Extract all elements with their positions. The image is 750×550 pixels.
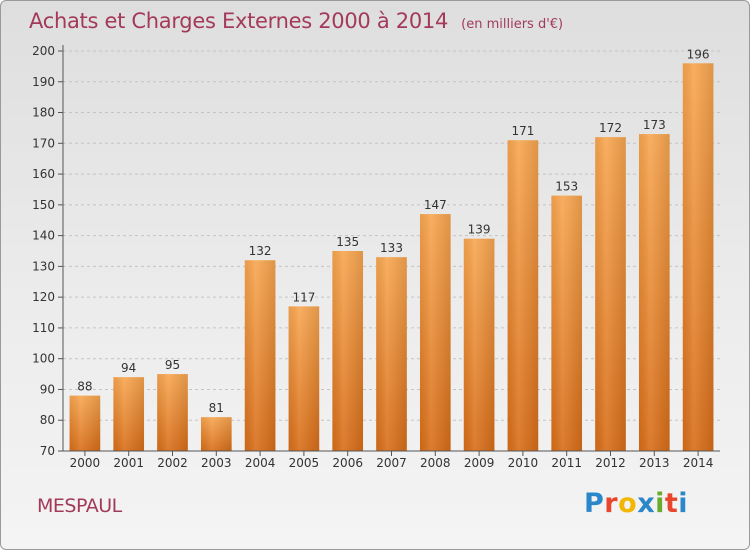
y-tick-label: 180 <box>32 106 55 120</box>
data-label: 81 <box>209 401 224 415</box>
y-tick-label: 110 <box>32 321 55 335</box>
data-label: 88 <box>77 380 92 394</box>
bar-shade <box>595 137 626 451</box>
bar-shade <box>551 195 583 451</box>
x-tick-label: 2009 <box>464 456 495 470</box>
chart-title: Achats et Charges Externes 2000 à 2014 (… <box>29 9 563 33</box>
data-label: 132 <box>249 244 272 258</box>
x-tick-label: 2007 <box>376 456 407 470</box>
data-label: 172 <box>599 121 622 135</box>
logo-letter: P <box>584 488 605 519</box>
bar-shade <box>288 306 320 451</box>
bars <box>69 63 714 452</box>
logo-letter: r <box>604 488 619 519</box>
data-label: 171 <box>511 124 534 138</box>
y-tick-label: 150 <box>32 198 55 212</box>
bar-shade <box>200 417 232 451</box>
y-tick-label: 160 <box>32 167 55 181</box>
x-tick-label: 2010 <box>508 456 539 470</box>
data-label: 117 <box>292 290 315 304</box>
bar-shade <box>244 260 276 451</box>
data-label: 153 <box>555 180 578 194</box>
chart-unit: (en milliers d'€) <box>461 17 564 32</box>
bar-shade <box>419 214 451 451</box>
x-tick-label: 2002 <box>157 456 188 470</box>
logo-letter: i <box>678 488 689 519</box>
axes <box>62 45 720 452</box>
data-label: 173 <box>643 118 666 132</box>
logo-letter: t <box>664 488 679 519</box>
x-tick-label: 2003 <box>201 456 232 470</box>
y-tick-label: 140 <box>32 229 55 243</box>
data-label: 94 <box>121 361 136 375</box>
bar-shade <box>113 377 145 451</box>
x-tick-label: 2014 <box>683 456 714 470</box>
y-axis-ticks: 70 80 90 100 110 120 130 140 150 160 170 180 190 200 <box>32 44 63 458</box>
y-tick-label: 170 <box>32 136 55 150</box>
data-label: 95 <box>165 358 180 372</box>
data-label: 135 <box>336 235 359 249</box>
x-tick-label: 2012 <box>595 456 626 470</box>
y-tick-label: 90 <box>40 382 55 396</box>
x-tick-label: 2011 <box>551 456 582 470</box>
x-tick-label: 2013 <box>639 456 670 470</box>
y-tick-label: 100 <box>32 352 55 366</box>
y-tick-label: 70 <box>40 444 55 458</box>
x-tick-label: 2004 <box>245 456 276 470</box>
data-label: 196 <box>687 47 710 61</box>
x-tick-label: 2005 <box>289 456 320 470</box>
x-tick-label: 2001 <box>113 456 144 470</box>
bar-shade <box>157 374 188 451</box>
y-tick-label: 120 <box>32 290 55 304</box>
bar-shade <box>507 140 539 451</box>
bar-shade <box>69 395 101 451</box>
logo-letter: x <box>637 488 656 519</box>
y-tick-label: 190 <box>32 75 55 89</box>
x-tick-label: 2000 <box>70 456 101 470</box>
data-label: 133 <box>380 241 403 255</box>
bar-shade <box>463 238 495 451</box>
data-labels: 88 94 95 81 132 117 135 133 147 139 171 153 172 173 19… <box>77 47 709 415</box>
x-tick-label: 2008 <box>420 456 451 470</box>
x-axis-ticks: 2000 2001 2002 2003 2004 2005 2006 2007 2008 2009… <box>70 451 714 470</box>
proxiti-logo: Proxiti <box>584 488 688 519</box>
logo-letter: o <box>618 488 638 519</box>
bar-shade <box>332 251 364 451</box>
logo-letter: i <box>655 488 665 519</box>
y-tick-label: 200 <box>32 44 55 58</box>
data-label: 147 <box>424 198 447 212</box>
y-tick-label: 80 <box>40 413 55 427</box>
x-tick-label: 2006 <box>332 456 363 470</box>
bar-shade <box>638 134 670 452</box>
y-tick-label: 130 <box>32 259 55 273</box>
bar-shade <box>376 257 407 451</box>
commune-name: MESPAUL <box>37 495 122 517</box>
data-label: 139 <box>468 223 491 237</box>
chart-title-text: Achats et Charges Externes 2000 à 2014 <box>29 9 449 33</box>
bar-shade <box>682 63 714 452</box>
